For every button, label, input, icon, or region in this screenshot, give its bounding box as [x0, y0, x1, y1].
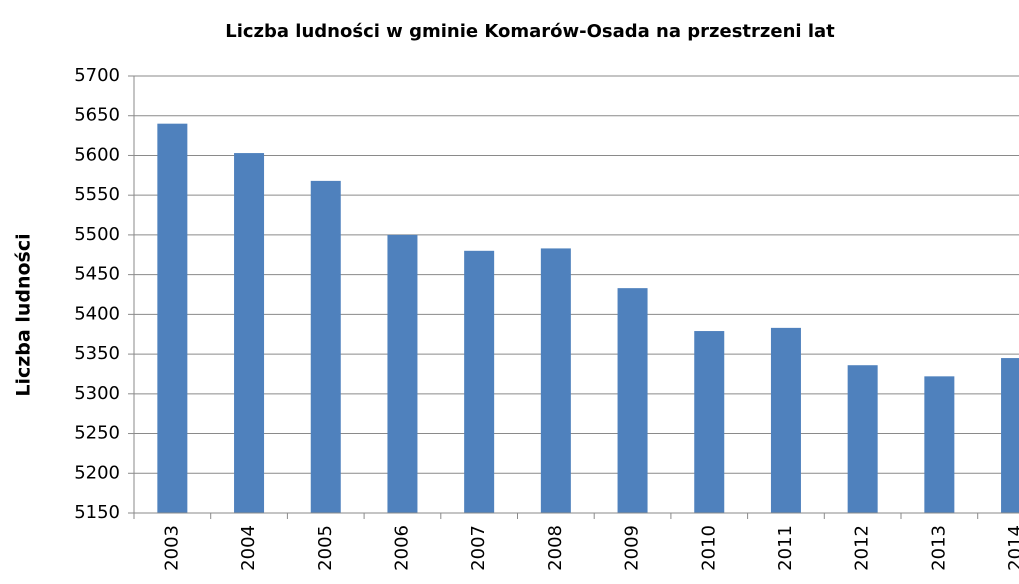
bar: [157, 123, 188, 513]
y-tick-label: 5550: [74, 184, 120, 205]
chart-title: Liczba ludności w gminie Komarów-Osada n…: [225, 21, 835, 42]
x-tick-label: 2012: [852, 525, 873, 571]
bar: [464, 250, 495, 514]
bar: [387, 234, 418, 513]
y-tick-label: 5650: [74, 105, 120, 126]
bar: [617, 288, 648, 513]
bar: [540, 248, 571, 513]
bar: [847, 365, 878, 513]
x-tick-label: 2011: [775, 525, 796, 571]
x-tick-label: 2003: [161, 525, 182, 571]
bar: [770, 327, 801, 513]
x-tick-label: 2013: [928, 525, 949, 571]
bar: [234, 153, 265, 513]
y-tick-label: 5500: [74, 224, 120, 245]
bar: [694, 331, 725, 513]
x-tick-label: 2014: [1005, 525, 1019, 571]
x-tick-label: 2008: [545, 525, 566, 571]
x-tick-label: 2007: [468, 525, 489, 571]
bar: [924, 376, 955, 513]
y-tick-label: 5200: [74, 462, 120, 483]
y-tick-label: 5300: [74, 383, 120, 404]
y-tick-label: 5250: [74, 423, 120, 444]
y-tick-label: 5150: [74, 502, 120, 523]
y-tick-label: 5400: [74, 303, 120, 324]
y-axis-label: Liczba ludności: [13, 233, 35, 396]
x-tick-label: 2009: [622, 525, 643, 571]
x-tick-label: 2010: [698, 525, 719, 571]
y-tick-label: 5450: [74, 264, 120, 285]
y-tick-label: 5600: [74, 144, 120, 165]
y-tick-label: 5350: [74, 343, 120, 364]
bar: [310, 180, 341, 513]
x-tick-label: 2004: [238, 525, 259, 571]
y-tick-label: 5700: [74, 65, 120, 86]
x-tick-label: 2006: [391, 525, 412, 571]
bar: [1001, 358, 1019, 513]
x-tick-label: 2005: [315, 525, 336, 571]
